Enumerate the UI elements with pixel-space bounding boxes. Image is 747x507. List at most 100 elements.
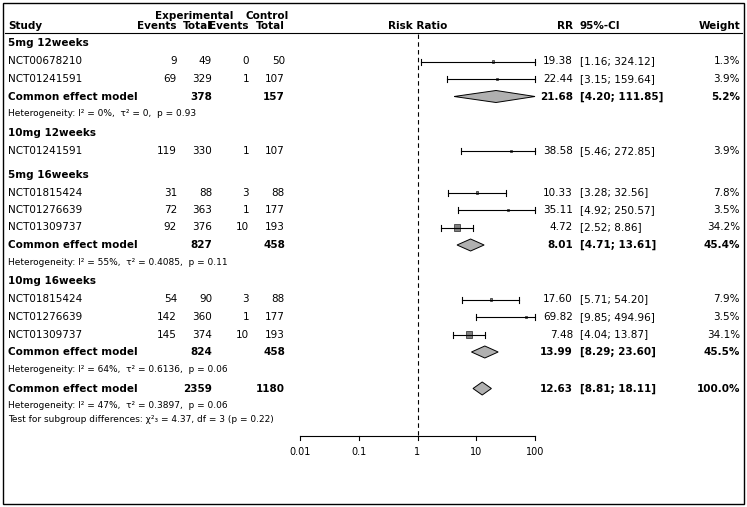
Text: NCT01241591: NCT01241591 bbox=[8, 146, 82, 156]
Text: 7.48: 7.48 bbox=[550, 330, 573, 340]
Text: [4.71; 13.61]: [4.71; 13.61] bbox=[580, 240, 657, 250]
Text: 88: 88 bbox=[272, 188, 285, 198]
Text: 1: 1 bbox=[415, 447, 421, 457]
Text: 1: 1 bbox=[242, 312, 249, 322]
Text: NCT01815424: NCT01815424 bbox=[8, 188, 82, 198]
Text: 50: 50 bbox=[272, 56, 285, 66]
Text: NCT01309737: NCT01309737 bbox=[8, 223, 82, 233]
Text: 360: 360 bbox=[192, 312, 212, 322]
Text: [9.85; 494.96]: [9.85; 494.96] bbox=[580, 312, 655, 322]
Text: Common effect model: Common effect model bbox=[8, 347, 137, 357]
Text: 3.9%: 3.9% bbox=[713, 74, 740, 84]
Text: 10mg 16weeks: 10mg 16weeks bbox=[8, 276, 96, 286]
Text: 330: 330 bbox=[192, 146, 212, 156]
Text: Test for subgroup differences: χ²₃ = 4.37, df = 3 (p = 0.22): Test for subgroup differences: χ²₃ = 4.3… bbox=[8, 415, 273, 423]
Text: Heterogeneity: I² = 55%,  τ² = 0.4085,  p = 0.11: Heterogeneity: I² = 55%, τ² = 0.4085, p … bbox=[8, 258, 228, 267]
Bar bbox=[466, 332, 471, 338]
Text: [3.28; 32.56]: [3.28; 32.56] bbox=[580, 188, 648, 198]
Text: 145: 145 bbox=[157, 330, 177, 340]
Text: 193: 193 bbox=[265, 223, 285, 233]
Text: 177: 177 bbox=[265, 205, 285, 215]
Text: 45.5%: 45.5% bbox=[704, 347, 740, 357]
Text: [5.71; 54.20]: [5.71; 54.20] bbox=[580, 295, 648, 305]
Text: [5.46; 272.85]: [5.46; 272.85] bbox=[580, 146, 655, 156]
Text: Events: Events bbox=[137, 21, 177, 31]
Text: 2359: 2359 bbox=[183, 383, 212, 393]
Text: 119: 119 bbox=[157, 146, 177, 156]
Text: Common effect model: Common effect model bbox=[8, 91, 137, 101]
Text: 1: 1 bbox=[242, 205, 249, 215]
Text: 7.8%: 7.8% bbox=[713, 188, 740, 198]
Bar bbox=[492, 60, 495, 63]
Text: 90: 90 bbox=[199, 295, 212, 305]
Text: 1.3%: 1.3% bbox=[713, 56, 740, 66]
Text: 10mg 12weeks: 10mg 12weeks bbox=[8, 128, 96, 138]
Text: 88: 88 bbox=[272, 295, 285, 305]
Text: NCT00678210: NCT00678210 bbox=[8, 56, 82, 66]
Text: 4.72: 4.72 bbox=[550, 223, 573, 233]
Text: 34.2%: 34.2% bbox=[707, 223, 740, 233]
Bar bbox=[496, 78, 498, 80]
Text: 376: 376 bbox=[192, 223, 212, 233]
Text: 3.9%: 3.9% bbox=[713, 146, 740, 156]
Text: NCT01309737: NCT01309737 bbox=[8, 330, 82, 340]
Text: 100: 100 bbox=[526, 447, 544, 457]
Text: [4.20; 111.85]: [4.20; 111.85] bbox=[580, 91, 663, 101]
Text: Weight: Weight bbox=[698, 21, 740, 31]
Text: 22.44: 22.44 bbox=[543, 74, 573, 84]
Text: 5.2%: 5.2% bbox=[711, 91, 740, 101]
Text: Heterogeneity: I² = 64%,  τ² = 0.6136,  p = 0.06: Heterogeneity: I² = 64%, τ² = 0.6136, p … bbox=[8, 365, 228, 374]
Bar bbox=[454, 225, 460, 231]
Bar bbox=[507, 209, 509, 211]
Text: 35.11: 35.11 bbox=[543, 205, 573, 215]
Text: 13.99: 13.99 bbox=[540, 347, 573, 357]
Bar bbox=[489, 298, 492, 301]
Text: RR: RR bbox=[557, 21, 573, 31]
Text: 95%-CI: 95%-CI bbox=[580, 21, 621, 31]
Text: 1: 1 bbox=[242, 146, 249, 156]
Text: 177: 177 bbox=[265, 312, 285, 322]
Text: 19.38: 19.38 bbox=[543, 56, 573, 66]
Text: [3.15; 159.64]: [3.15; 159.64] bbox=[580, 74, 655, 84]
Text: Study: Study bbox=[8, 21, 42, 31]
Text: 824: 824 bbox=[190, 347, 212, 357]
Text: NCT01276639: NCT01276639 bbox=[8, 312, 82, 322]
Text: 363: 363 bbox=[192, 205, 212, 215]
Text: 3: 3 bbox=[242, 188, 249, 198]
Text: Heterogeneity: I² = 0%,  τ² = 0,  p = 0.93: Heterogeneity: I² = 0%, τ² = 0, p = 0.93 bbox=[8, 110, 196, 119]
Text: 5mg 16weeks: 5mg 16weeks bbox=[8, 169, 89, 179]
Text: 38.58: 38.58 bbox=[543, 146, 573, 156]
Text: Events: Events bbox=[209, 21, 249, 31]
Text: 10: 10 bbox=[470, 447, 483, 457]
Text: 3.5%: 3.5% bbox=[713, 312, 740, 322]
Polygon shape bbox=[473, 382, 492, 395]
Text: 72: 72 bbox=[164, 205, 177, 215]
Text: 3: 3 bbox=[242, 295, 249, 305]
Text: [1.16; 324.12]: [1.16; 324.12] bbox=[580, 56, 655, 66]
Text: 107: 107 bbox=[265, 74, 285, 84]
Text: 827: 827 bbox=[190, 240, 212, 250]
Polygon shape bbox=[457, 239, 484, 251]
Text: NCT01815424: NCT01815424 bbox=[8, 295, 82, 305]
Text: 17.60: 17.60 bbox=[543, 295, 573, 305]
Text: 193: 193 bbox=[265, 330, 285, 340]
Text: 107: 107 bbox=[265, 146, 285, 156]
Text: 0: 0 bbox=[243, 56, 249, 66]
Text: Risk Ratio: Risk Ratio bbox=[388, 21, 447, 31]
Text: Total: Total bbox=[183, 21, 212, 31]
Text: 8.01: 8.01 bbox=[548, 240, 573, 250]
Bar bbox=[476, 191, 478, 194]
Text: 88: 88 bbox=[199, 188, 212, 198]
Text: Total: Total bbox=[256, 21, 285, 31]
Text: [8.29; 23.60]: [8.29; 23.60] bbox=[580, 347, 656, 357]
Text: 54: 54 bbox=[164, 295, 177, 305]
Text: 10: 10 bbox=[236, 330, 249, 340]
Text: 378: 378 bbox=[190, 91, 212, 101]
Text: Common effect model: Common effect model bbox=[8, 240, 137, 250]
Text: 1180: 1180 bbox=[256, 383, 285, 393]
Text: NCT01276639: NCT01276639 bbox=[8, 205, 82, 215]
Polygon shape bbox=[454, 91, 535, 102]
Text: Experimental: Experimental bbox=[155, 11, 234, 21]
Text: 12.63: 12.63 bbox=[540, 383, 573, 393]
Text: 92: 92 bbox=[164, 223, 177, 233]
